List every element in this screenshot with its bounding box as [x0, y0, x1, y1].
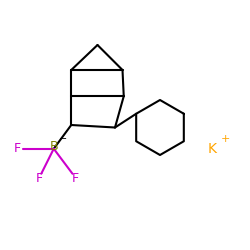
Text: K: K: [208, 142, 217, 156]
Text: F: F: [14, 142, 20, 155]
Text: F: F: [36, 172, 43, 185]
Text: +: +: [220, 134, 230, 144]
Text: B: B: [50, 140, 58, 153]
Text: F: F: [72, 172, 78, 185]
Text: −: −: [59, 134, 67, 144]
